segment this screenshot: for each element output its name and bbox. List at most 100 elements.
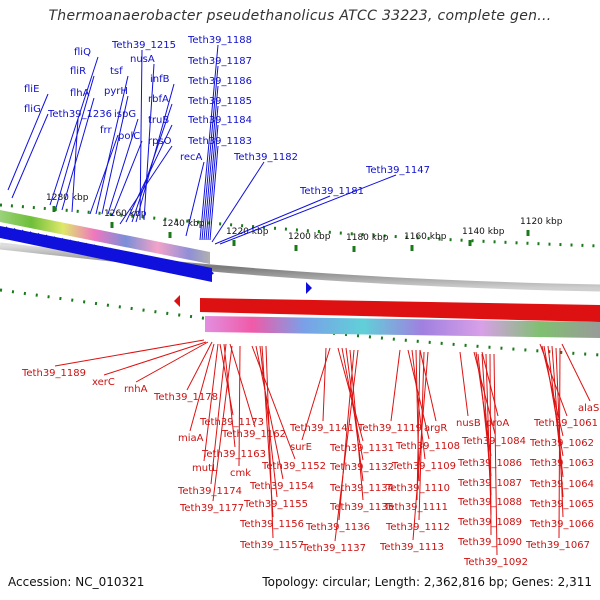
- forward-gene-label[interactable]: Teth39_1182: [233, 152, 298, 163]
- reverse-gene-label[interactable]: argR: [424, 423, 447, 434]
- reverse-gene-label[interactable]: Teth39_1155: [243, 499, 308, 510]
- forward-gene-label[interactable]: pyrH: [104, 86, 128, 97]
- forward-gene-label[interactable]: flhA: [70, 88, 90, 99]
- reverse-gene-label[interactable]: proA: [486, 418, 509, 429]
- forward-gene-label[interactable]: rpsO: [148, 136, 172, 147]
- reverse-gene-label[interactable]: cmk: [230, 468, 251, 479]
- reverse-gene-label[interactable]: surE: [290, 442, 312, 453]
- accession-label: Accession: NC_010321: [8, 575, 145, 589]
- reverse-gene-label[interactable]: nusB: [456, 418, 481, 429]
- reverse-gene-label[interactable]: Teth39_1189: [21, 368, 86, 379]
- forward-gene-label[interactable]: nusA: [130, 54, 155, 65]
- forward-arrow: [6, 226, 14, 239]
- reverse-gene-label[interactable]: rnhA: [124, 384, 148, 395]
- reverse-gene-leader: [415, 349, 420, 482]
- reverse-gene-leader: [189, 343, 215, 432]
- forward-arrow: [78, 240, 86, 253]
- forward-gene-label[interactable]: Teth39_1184: [187, 115, 252, 126]
- reverse-arrow: [202, 298, 211, 313]
- scale-label: 1240 kbp: [162, 219, 205, 229]
- forward-gene-label[interactable]: truB: [148, 115, 169, 126]
- reverse-gene-leader: [341, 347, 364, 461]
- forward-gene-label[interactable]: Teth39_1188: [187, 35, 252, 46]
- reverse-gene-label[interactable]: Teth39_1157: [239, 540, 304, 551]
- reverse-gene-label[interactable]: Teth39_1135: [329, 502, 394, 513]
- reverse-gene-label[interactable]: Teth39_1137: [301, 543, 366, 554]
- forward-gene-label[interactable]: fliR: [70, 66, 86, 77]
- reverse-gene-label[interactable]: Teth39_1112: [385, 522, 450, 533]
- reverse-gene-label[interactable]: Teth39_1084: [461, 436, 526, 447]
- reverse-gene-label[interactable]: Teth39_1088: [457, 497, 522, 508]
- reverse-gene-label[interactable]: Teth39_1154: [249, 481, 314, 492]
- reverse-gene-label[interactable]: Teth39_1119: [357, 423, 422, 434]
- topology-label: Topology: circular; Length: 2,362,816 bp…: [262, 575, 592, 589]
- reverse-arrow: [314, 300, 323, 315]
- reverse-gene-label[interactable]: Teth39_1156: [239, 519, 304, 530]
- reverse-gene-label[interactable]: Teth39_1092: [463, 557, 528, 568]
- forward-gene-leader: [95, 75, 129, 215]
- reverse-gene-label[interactable]: Teth39_1109: [391, 461, 456, 472]
- forward-gene-label[interactable]: frr: [100, 125, 112, 136]
- forward-arrow: [142, 254, 150, 267]
- forward-gene-label[interactable]: fliE: [24, 84, 39, 95]
- reverse-gene-label[interactable]: Teth39_1152: [261, 461, 326, 472]
- forward-gene-label[interactable]: fliG: [24, 104, 41, 115]
- reverse-gene-label[interactable]: Teth39_1131: [329, 443, 394, 454]
- forward-arrow: [134, 252, 142, 265]
- reverse-gene-label[interactable]: Teth39_1090: [457, 537, 522, 548]
- reverse-gene-label[interactable]: Teth39_1087: [457, 478, 522, 489]
- forward-gene-label[interactable]: recA: [180, 152, 203, 163]
- reverse-gene-label[interactable]: Teth39_1108: [395, 441, 460, 452]
- forward-gene-label[interactable]: rbfA: [148, 94, 169, 105]
- reverse-arrow: [450, 302, 459, 317]
- reverse-gene-leader: [416, 349, 421, 501]
- forward-gene-leader: [211, 161, 265, 243]
- reverse-gene-label[interactable]: Teth39_1173: [199, 417, 264, 428]
- reverse-gene-label[interactable]: miaA: [178, 433, 204, 444]
- forward-gene-leader: [209, 145, 219, 241]
- reverse-gene-label[interactable]: Teth39_1061: [533, 418, 598, 429]
- reverse-gene-label[interactable]: Teth39_1067: [525, 540, 590, 551]
- reverse-gene-label[interactable]: Teth39_1141: [289, 423, 354, 434]
- reverse-gene-label[interactable]: Teth39_1178: [153, 392, 218, 403]
- reverse-gene-label[interactable]: alaS: [578, 403, 599, 414]
- reverse-gene-label[interactable]: Teth39_1065: [529, 499, 594, 510]
- forward-gene-label[interactable]: Teth39_1181: [299, 186, 364, 197]
- reverse-gene-label[interactable]: Teth39_1066: [529, 519, 594, 530]
- forward-arrow: [190, 263, 198, 276]
- forward-gene-label[interactable]: ispG: [114, 109, 136, 120]
- forward-gene-leader: [219, 174, 397, 245]
- forward-gene-label[interactable]: Teth39_1236: [47, 109, 112, 120]
- forward-gene-label[interactable]: infB: [150, 74, 170, 85]
- reverse-gene-leader: [265, 345, 274, 539]
- reverse-gene-label[interactable]: Teth39_1163: [201, 449, 266, 460]
- forward-gene-label[interactable]: polC: [118, 131, 140, 142]
- reverse-gene-label[interactable]: Teth39_1113: [379, 542, 444, 553]
- reverse-arrow: [298, 299, 307, 314]
- reverse-gene-label[interactable]: Teth39_1162: [221, 429, 286, 440]
- reverse-gene-label[interactable]: xerC: [92, 377, 115, 388]
- scale-label: 1180 kbp: [346, 233, 389, 243]
- reverse-gene-label[interactable]: Teth39_1136: [305, 522, 370, 533]
- reverse-gene-label[interactable]: Teth39_1177: [179, 503, 244, 514]
- forward-gene-label[interactable]: tsf: [110, 66, 123, 77]
- reverse-gene-leader: [345, 347, 364, 482]
- reverse-gene-leader: [485, 353, 492, 516]
- forward-gene-label[interactable]: Teth39_1185: [187, 96, 252, 107]
- forward-gene-label[interactable]: Teth39_1186: [187, 76, 252, 87]
- reverse-arrow: [418, 302, 427, 317]
- reverse-gene-label[interactable]: Teth39_1174: [177, 486, 242, 497]
- forward-gene-label[interactable]: fliQ: [74, 47, 91, 58]
- forward-arrow: [46, 234, 54, 247]
- forward-gene-label[interactable]: Teth39_1147: [365, 165, 430, 176]
- reverse-gene-label[interactable]: Teth39_1062: [529, 438, 594, 449]
- reverse-gene-label[interactable]: Teth39_1134: [329, 483, 394, 494]
- forward-cog-track: [0, 210, 210, 264]
- reverse-arrow: [506, 303, 515, 318]
- forward-gene-label[interactable]: Teth39_1215: [111, 40, 176, 51]
- forward-gene-label[interactable]: Teth39_1183: [187, 136, 252, 147]
- reverse-gene-label[interactable]: mutL: [192, 463, 218, 474]
- forward-gene-label[interactable]: Teth39_1187: [187, 56, 252, 67]
- reverse-gene-label[interactable]: Teth39_1089: [457, 517, 522, 528]
- reverse-gene-leader: [219, 343, 234, 416]
